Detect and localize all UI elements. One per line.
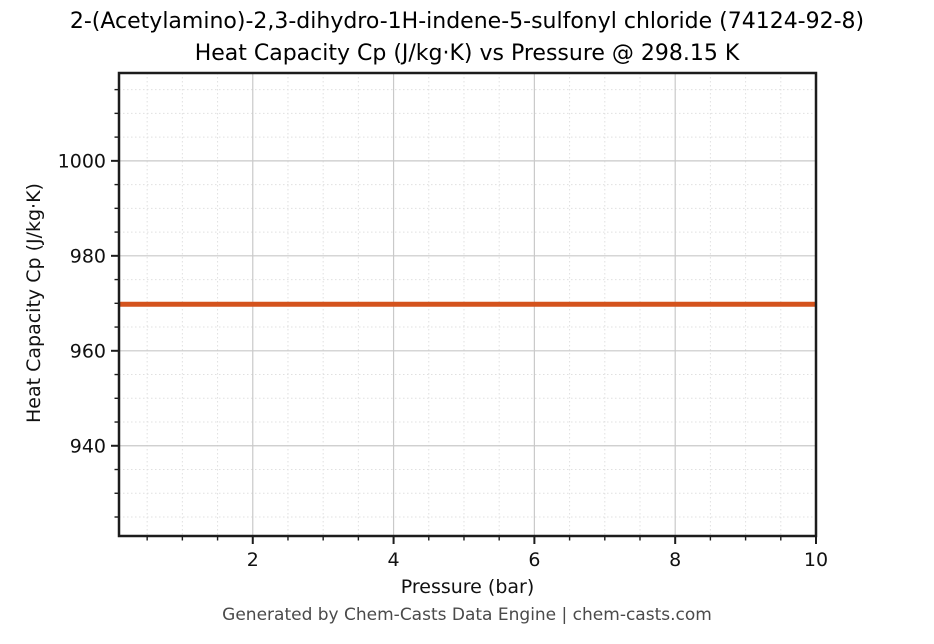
y-tick-label: 980: [70, 245, 106, 267]
y-axis-label: Heat Capacity Cp (J/kg·K): [23, 183, 45, 423]
y-tick-label: 1000: [58, 150, 106, 172]
axes-spines: [117, 71, 818, 538]
x-tick-label: 6: [528, 549, 540, 571]
x-tick-label: 2: [247, 549, 259, 571]
x-tick-label: 8: [669, 549, 681, 571]
x-axis-label: Pressure (bar): [400, 576, 535, 598]
x-tick-label: 4: [388, 549, 400, 571]
y-tick-label: 960: [70, 340, 106, 362]
footer-credit: Generated by Chem-Casts Data Engine | ch…: [222, 605, 712, 625]
chart-title-line2: Heat Capacity Cp (J/kg·K) vs Pressure @ …: [194, 41, 740, 66]
chart-title: 2-(Acetylamino)-2,3-dihydro-1H-indene-5-…: [0, 6, 934, 70]
chart-title-line1: 2-(Acetylamino)-2,3-dihydro-1H-indene-5-…: [69, 9, 865, 34]
y-tick-label: 940: [70, 435, 106, 457]
x-tick-label: 10: [804, 549, 828, 571]
